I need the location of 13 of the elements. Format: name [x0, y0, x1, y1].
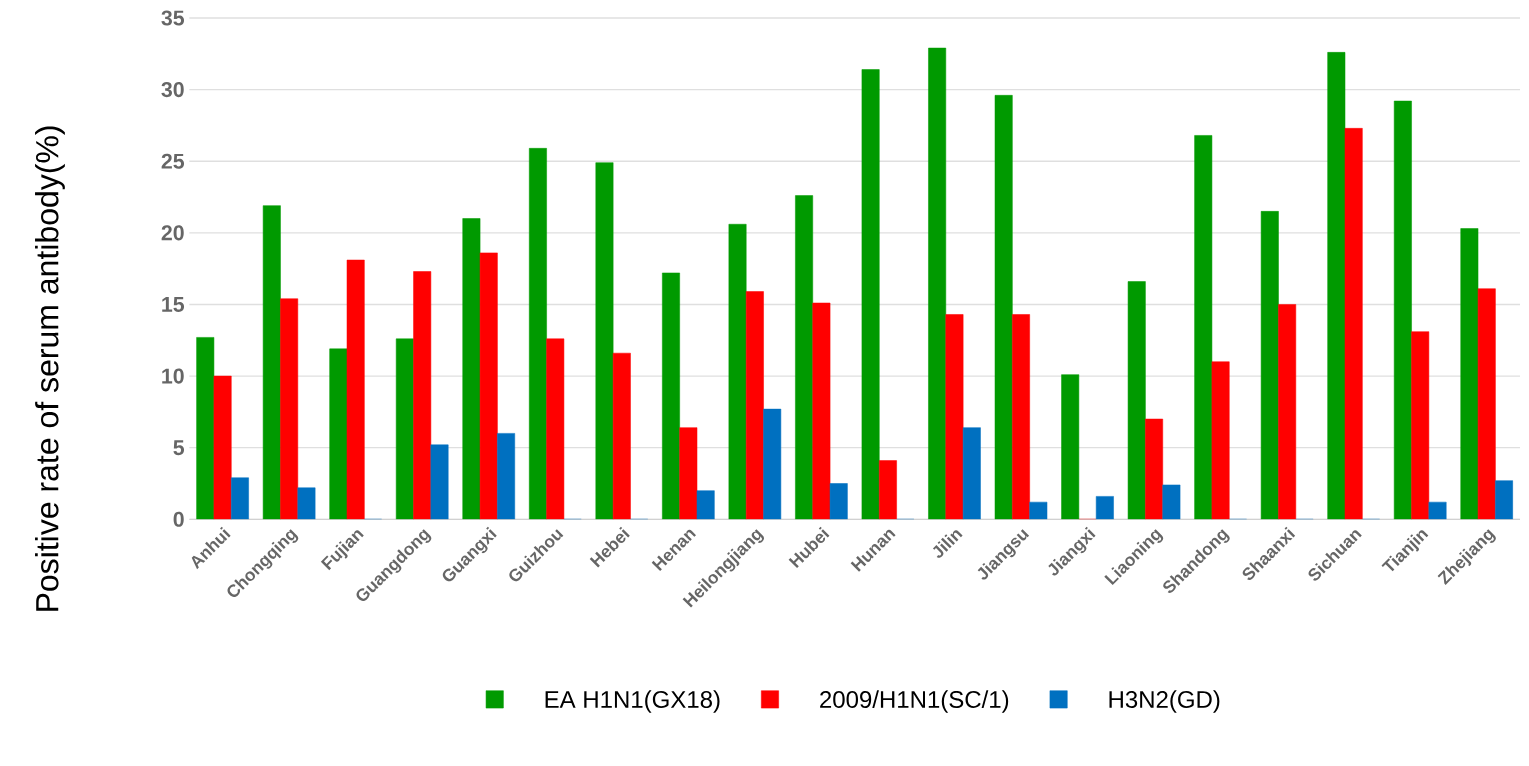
- y-tick-label: 20: [161, 225, 184, 241]
- y-tick-label: 35: [161, 10, 185, 26]
- y-tick-label: 15: [162, 297, 185, 312]
- y-tick-label: 30: [161, 82, 184, 98]
- y-axis-title: Positive rate of serum antibody(%): [35, 126, 65, 611]
- legend-label: 2009/H1N1(SC/1): [820, 690, 1009, 713]
- legend-label: H3N2(GD): [1109, 690, 1220, 713]
- legend-label: EA H1N1(GX18): [545, 690, 720, 713]
- y-tick-label: 0: [173, 511, 184, 527]
- y-tick-label: 5: [173, 440, 185, 456]
- y-tick-label: 10: [162, 368, 184, 384]
- x-tick-label: Jilin: [932, 530, 963, 558]
- y-tick-label: 25: [161, 153, 185, 169]
